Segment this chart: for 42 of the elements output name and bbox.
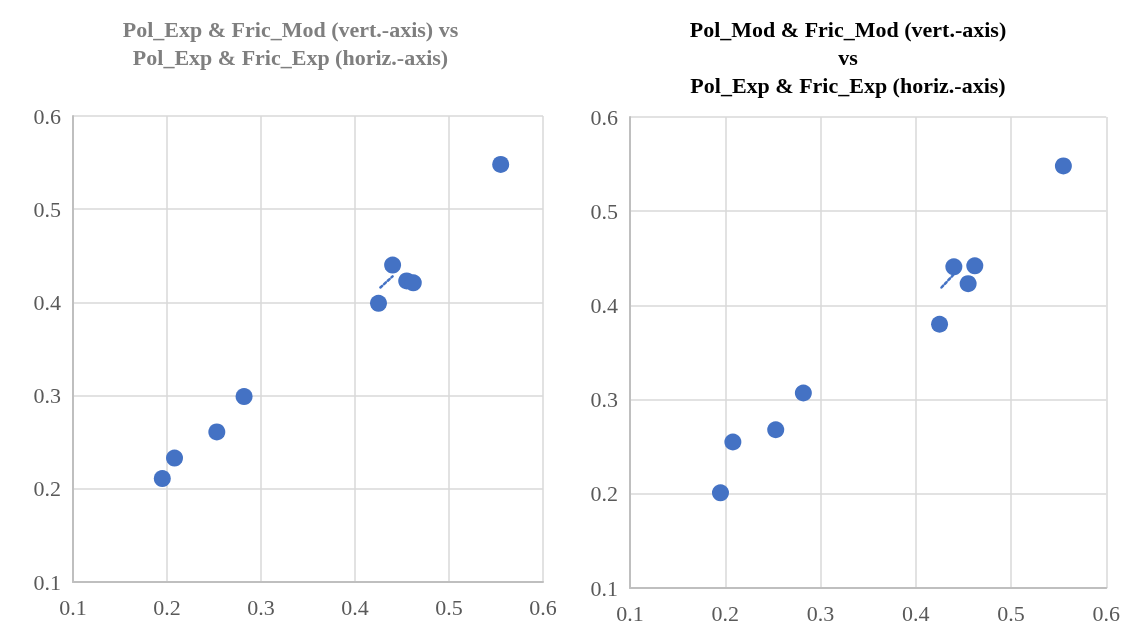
chart-title: Pol_Mod & Fric_Mod (vert.-axis) vs Pol_Exp & Fric_Exp (horiz.-axis) (689, 16, 1007, 98)
y-tick-label: 0.5 (33, 196, 61, 222)
x-tick-label: 0.5 (435, 594, 463, 620)
point (153, 470, 171, 488)
point (370, 294, 387, 312)
point (492, 155, 510, 173)
x-tick-label: 0.6 (1092, 600, 1120, 626)
y-tick-label: 0.5 (590, 198, 618, 224)
x-tick-label: 0.1 (616, 600, 644, 626)
chart-title: Pol_Exp & Fric_Mod (vert.-axis) vs Pol_Exp & Fric_Exp (horiz.-axis) (122, 16, 459, 70)
x-tick-label: 0.4 (341, 594, 369, 620)
x-tick-label: 0.4 (902, 600, 930, 626)
point (166, 449, 184, 467)
y-tick-label: 0.2 (590, 481, 618, 507)
y-tick-label: 0.3 (33, 383, 61, 409)
y-tick-label: 0.4 (590, 292, 618, 318)
point (794, 384, 812, 402)
x-tick-label: 0.5 (997, 600, 1025, 626)
point (1054, 157, 1072, 175)
point (945, 258, 963, 276)
y-tick-label: 0.6 (590, 104, 618, 130)
x-tick-label: 0.2 (711, 600, 739, 626)
y-tick-label: 0.6 (33, 103, 61, 129)
y-tick-label: 0.4 (33, 289, 61, 315)
y-tick-label: 0.1 (590, 575, 618, 601)
point (235, 388, 253, 406)
x-tick-label: 0.1 (59, 594, 87, 620)
point (712, 484, 729, 502)
x-tick-label: 0.2 (153, 594, 181, 620)
y-tick-label: 0.1 (33, 569, 61, 595)
point (966, 257, 984, 275)
y-tick-label: 0.2 (33, 476, 61, 502)
x-tick-label: 0.3 (806, 600, 835, 626)
point (959, 275, 977, 293)
point (767, 421, 785, 439)
x-tick-label: 0.6 (529, 594, 557, 620)
point (724, 433, 742, 451)
x-tick-label: 0.3 (247, 594, 275, 620)
y-tick-label: 0.3 (590, 387, 618, 413)
point (208, 423, 226, 441)
point (931, 315, 949, 333)
point (384, 256, 402, 274)
